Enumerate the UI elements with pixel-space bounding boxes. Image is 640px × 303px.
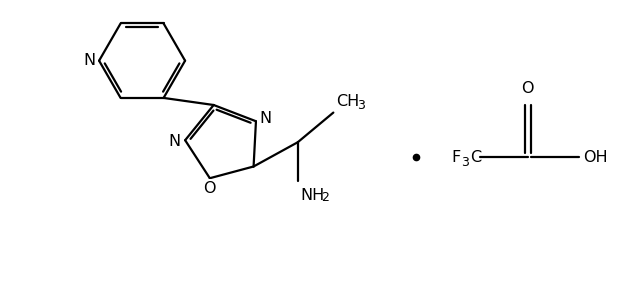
Text: 3: 3 [357,99,365,112]
Text: 2: 2 [321,191,330,204]
Text: N: N [83,53,95,68]
Text: OH: OH [583,150,608,165]
Text: O: O [522,82,534,96]
Text: 3: 3 [461,156,468,169]
Text: CH: CH [336,94,360,109]
Text: O: O [203,181,215,196]
Text: F: F [452,150,461,165]
Text: NH: NH [301,188,325,203]
Text: N: N [169,134,181,149]
Text: C: C [470,150,481,165]
Text: N: N [260,111,271,126]
